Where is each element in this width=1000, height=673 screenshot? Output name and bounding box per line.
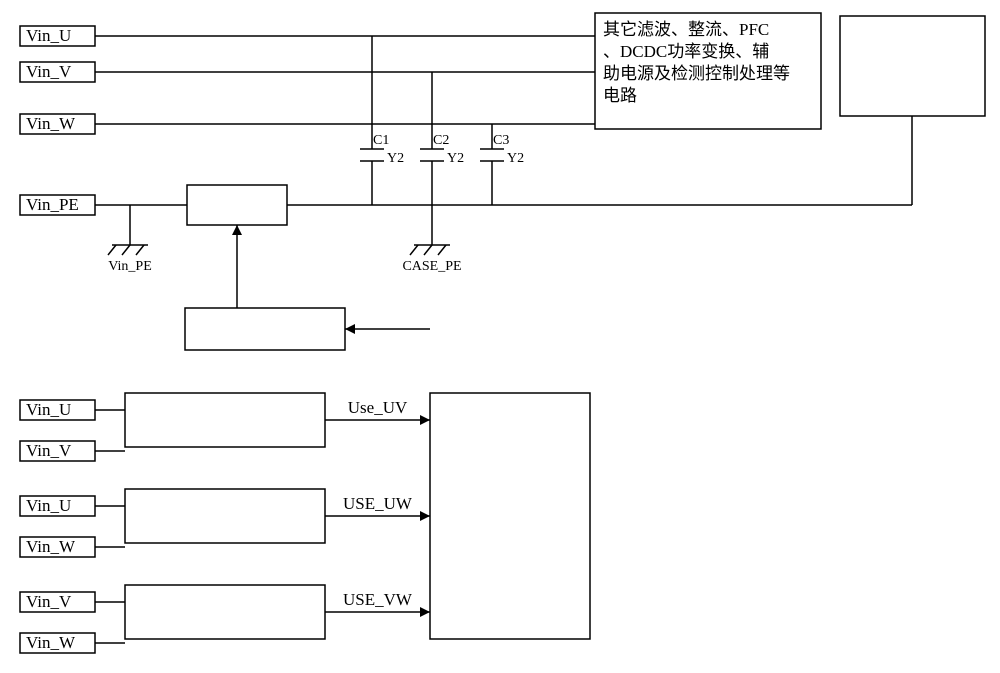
block-relay_ctrl-frame — [185, 308, 345, 350]
arrow-head — [420, 511, 430, 521]
terminal-vin_w_d3-label: Vin_W — [26, 633, 76, 652]
cap-val: Y2 — [507, 151, 524, 166]
ground-label: Vin_PE — [108, 259, 152, 274]
block-mcu-frame — [430, 393, 590, 639]
terminal-vin_v_top-label: Vin_V — [26, 62, 72, 81]
cap-val: Y2 — [387, 151, 404, 166]
cap-val: Y2 — [447, 151, 464, 166]
block-relay-frame — [187, 185, 287, 225]
block-other_ckts-label: 电路 — [603, 86, 637, 105]
terminal-vin_v_d1-label: Vin_V — [26, 441, 72, 460]
arrow-head — [420, 415, 430, 425]
block-detect3-frame — [125, 585, 325, 639]
signal-use_uv-label: Use_UV — [348, 398, 408, 417]
arrow-head — [345, 324, 355, 334]
signal-use_uw-label: USE_UW — [343, 494, 413, 513]
terminal-vin_w_top-label: Vin_W — [26, 114, 76, 133]
signal-use_vw-label: USE_VW — [343, 590, 413, 609]
block-detect1-frame — [125, 393, 325, 447]
cap-ref: C2 — [433, 133, 449, 148]
block-detect2-frame — [125, 489, 325, 543]
cap-ref: C1 — [373, 133, 389, 148]
arrow-head — [232, 225, 242, 235]
arrow-head — [420, 607, 430, 617]
block-other_ckts-label: 助电源及检测控制处理等 — [603, 64, 790, 83]
block-charger_case-frame — [840, 16, 985, 116]
cap-ref: C3 — [493, 133, 509, 148]
terminal-vin_pe-label: Vin_PE — [26, 195, 79, 214]
block-other_ckts-label: 、DCDC功率变换、辅 — [603, 42, 769, 61]
terminal-vin_u_top-label: Vin_U — [26, 26, 71, 45]
block-other_ckts-label: 其它滤波、整流、PFC — [603, 20, 769, 39]
terminal-vin_u_d1-label: Vin_U — [26, 400, 71, 419]
terminal-vin_u_d2-label: Vin_U — [26, 496, 71, 515]
terminal-vin_v_d3-label: Vin_V — [26, 592, 72, 611]
ground-label: CASE_PE — [402, 259, 461, 274]
terminal-vin_w_d2-label: Vin_W — [26, 537, 76, 556]
